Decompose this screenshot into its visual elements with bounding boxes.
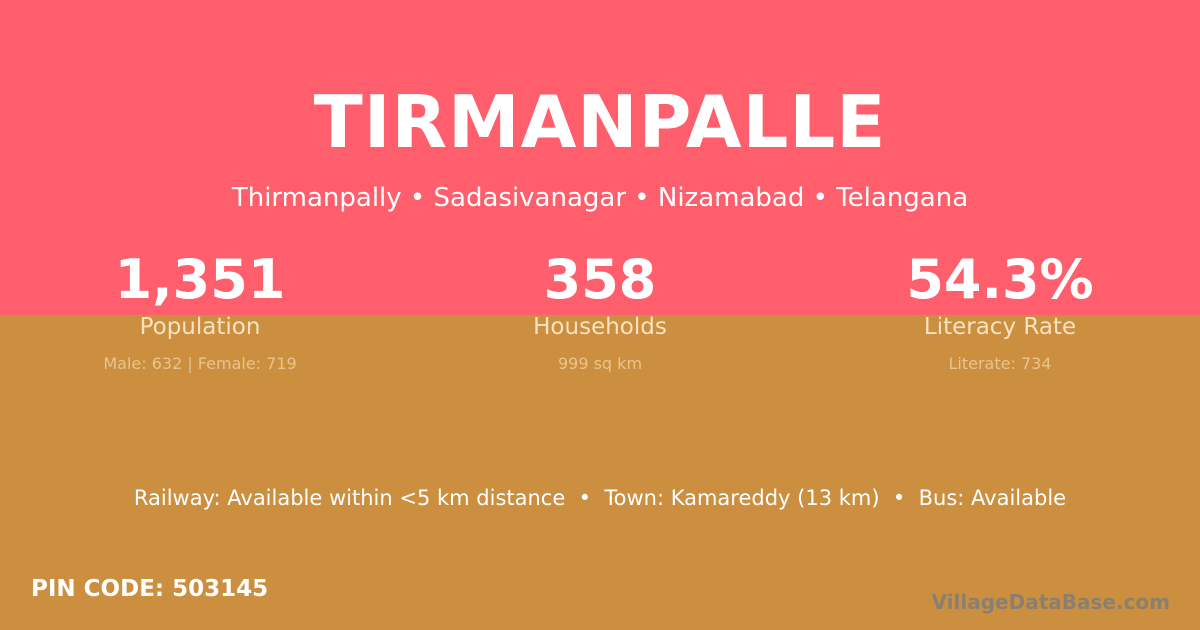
village-title: TIRMANPALLE	[313, 80, 887, 164]
stat-label: Literacy Rate	[923, 314, 1077, 340]
stat-label: Population	[139, 314, 261, 340]
header-band	[0, 0, 1200, 315]
stat-detail: 999 sq km	[557, 354, 643, 373]
stat-value: 358	[543, 248, 657, 311]
pin-code: PIN CODE: 503145	[31, 576, 269, 602]
location-breadcrumb: Thirmanpally • Sadasivanagar • Nizamabad…	[231, 183, 969, 213]
amenities-line: Railway: Available within <5 km distance…	[133, 486, 1067, 510]
stat-detail: Male: 632 | Female: 719	[103, 354, 297, 373]
stat-value: 54.3%	[906, 248, 1094, 311]
stat-value: 1,351	[114, 248, 286, 311]
stat-label: Households	[533, 314, 667, 340]
watermark: VillageDataBase.com	[931, 590, 1170, 614]
stat-detail: Literate: 734	[948, 354, 1052, 373]
